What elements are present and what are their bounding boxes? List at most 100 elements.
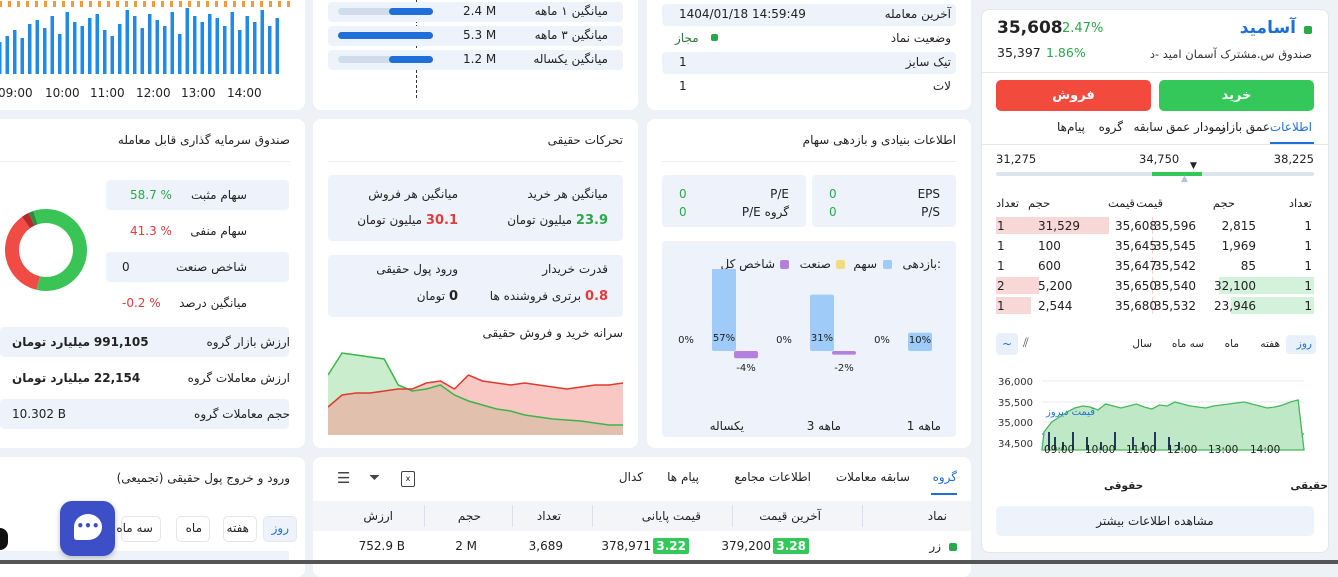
table-tab[interactable]: پیام ها <box>667 470 699 484</box>
buy-price: 35,532 <box>1154 299 1196 313</box>
average-label: میانگین یکساله <box>533 52 608 66</box>
return-bar-سهم <box>712 269 736 351</box>
money-flow-tab[interactable]: سه ماه <box>116 521 153 535</box>
title-divider <box>0 161 290 162</box>
filter-icon[interactable]: ⏷ <box>369 470 381 486</box>
volume-bar <box>35 20 39 74</box>
money-flow-tab[interactable]: هفته <box>226 521 249 535</box>
tab-0[interactable]: اطلاعات <box>1269 120 1312 134</box>
period-tab[interactable]: روز <box>1296 338 1312 350</box>
close-price-change: 1.86% <box>1046 45 1086 60</box>
bottom-scrollbar[interactable] <box>0 560 1338 564</box>
volume-bar <box>260 10 264 74</box>
group-volume-value: 10.302 B <box>12 407 67 421</box>
industry-label: شاخص صنعت <box>175 260 247 274</box>
price-area <box>1041 399 1305 451</box>
table-tab[interactable]: گروه <box>932 470 957 484</box>
average-value: 1.2 M <box>463 52 497 66</box>
positive-negative-donut <box>5 209 87 291</box>
price-y-tick: 36,000 <box>998 377 1033 388</box>
table-header: تعداد <box>536 509 561 523</box>
return-value-label: 0% <box>874 335 890 346</box>
row-name[interactable]: زر <box>929 539 941 553</box>
return-value-label: -2% <box>834 363 853 374</box>
money-flow-tab-bg <box>121 516 161 542</box>
buy-count: 1 <box>1304 239 1312 253</box>
sell-count: 1 <box>997 299 1005 313</box>
return-period-label: 3 ماهه <box>806 419 841 433</box>
sell-volume: 600 <box>1038 259 1061 273</box>
positive-value: 58.7 % <box>130 188 172 202</box>
period-tab[interactable]: سال <box>1132 338 1152 350</box>
time-tick: 12:00 <box>136 86 171 100</box>
returns-label: بازدهی: <box>902 257 941 271</box>
buy-depth-bar <box>1219 277 1314 294</box>
table-tab[interactable]: اطلاعات مجامع <box>734 470 811 484</box>
settings-sliders-icon[interactable]: ☰ <box>337 469 351 487</box>
buy-count: 1 <box>1304 279 1312 293</box>
title-divider <box>662 161 956 162</box>
period-tab[interactable]: هفته <box>1260 338 1280 350</box>
money-flow-tab[interactable]: ماه <box>185 521 202 535</box>
group-value-unit: میلیارد تومان <box>12 335 91 349</box>
table-header: حجم <box>457 509 481 523</box>
trade-info-label: لات <box>932 79 951 93</box>
header-divider <box>424 505 425 527</box>
header-divider <box>982 72 1328 73</box>
chat-button[interactable]: ••• <box>60 501 115 556</box>
period-tab[interactable]: سه ماه <box>1171 338 1204 350</box>
table-tab[interactable]: سابقه معاملات <box>835 470 910 484</box>
average-value: 2.4 M <box>463 4 497 18</box>
buy-volume: 23,946 <box>1214 299 1256 313</box>
table-tab[interactable]: کدال <box>618 470 643 484</box>
tab-5[interactable]: پیام‌ها <box>1056 120 1085 134</box>
returns-legend-stock-icon <box>883 260 892 269</box>
symbol-name[interactable]: آسامید <box>1239 18 1296 38</box>
candle-chart-icon[interactable]: ⫽ <box>1023 336 1029 351</box>
trade-info-card: آخرین معامله 1404/01/18 14:59:49 وضعیت نما… <box>647 0 971 110</box>
volume-bar <box>163 26 167 74</box>
symbol-panel: آسامید صندوق س.مشترک آسمان امید -د 35,60… <box>981 9 1329 553</box>
volume-bar <box>1086 437 1088 450</box>
money-flow-tab[interactable]: روز <box>271 521 289 535</box>
tab-4[interactable]: گروه <box>1098 120 1123 134</box>
returns-legend-index: شاخص کل <box>720 257 775 271</box>
group-trades: 22,154 میلیارد تومان <box>12 371 140 385</box>
more-info-button[interactable]: مشاهده اطلاعات بیشتر <box>996 506 1314 536</box>
sell-price: 35,645 <box>1115 239 1157 253</box>
sell-volume: 5,200 <box>1038 279 1073 293</box>
volume-bar <box>1054 437 1056 450</box>
tab-2[interactable]: نمودار عمق <box>1166 120 1225 134</box>
pe-box <box>662 175 806 227</box>
volume-bar <box>88 18 92 74</box>
buy-count: 1 <box>1304 299 1312 313</box>
sell-button[interactable]: فروش <box>996 80 1151 111</box>
buy-button[interactable]: خرید <box>1159 80 1314 111</box>
eps-value: 0 <box>829 187 837 201</box>
volume-bar <box>268 26 272 74</box>
group-value-number: 991,105 <box>93 335 149 349</box>
time-tick: 13:00 <box>181 86 216 100</box>
ps-value: 0 <box>829 205 837 219</box>
average-value: 5.3 M <box>463 28 497 42</box>
volume-bar <box>1168 437 1170 450</box>
volume-bar <box>28 24 32 74</box>
buy-price: 35,540 <box>1154 279 1196 293</box>
avg-pct-label: میانگین درصد <box>179 296 247 310</box>
sell-volume: 2,544 <box>1038 299 1073 313</box>
eps-box <box>812 175 956 227</box>
range-low: 31,275 <box>996 152 1037 166</box>
volume-bar <box>1114 432 1116 450</box>
intraday-price-chart: 36,000 35,500 35,000 34,500 <box>998 377 1305 451</box>
tab-1[interactable]: عمق بازار <box>1220 120 1270 134</box>
donut-segment <box>5 216 41 290</box>
order-header: قیمت <box>1136 196 1163 210</box>
sell-count: 1 <box>997 259 1005 273</box>
tab-3[interactable]: سابقه <box>1133 120 1163 134</box>
volume-bar <box>5 36 9 74</box>
line-chart-icon[interactable]: ~ <box>996 333 1018 355</box>
period-tab[interactable]: ماه <box>1224 338 1239 350</box>
order-divider <box>1152 237 1153 254</box>
excel-export-icon[interactable]: x <box>401 471 415 487</box>
header-divider <box>512 505 513 527</box>
